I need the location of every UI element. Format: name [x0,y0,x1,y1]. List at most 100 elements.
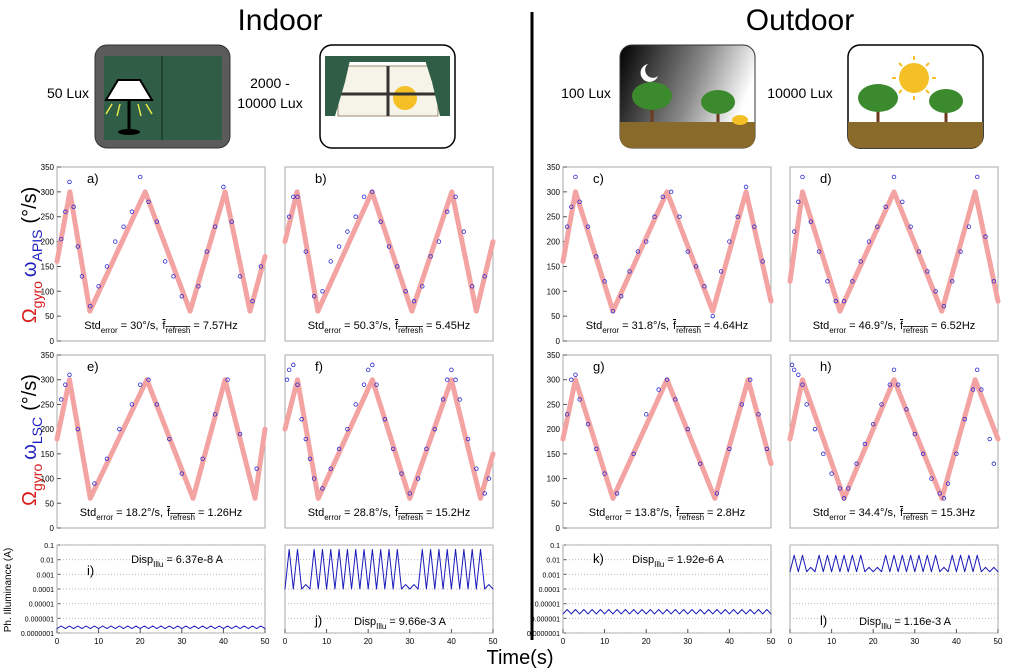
y-tick-label: 350 [547,163,561,172]
annotation-part: Disp [632,554,654,566]
y-tick-label: 350 [41,351,55,360]
data-line [560,189,774,314]
data-point [58,236,64,242]
x-axis-label: Time(s) [486,647,553,669]
data-point [67,372,72,377]
data-point [436,239,442,244]
data-point [382,417,388,422]
data-point [789,362,795,368]
data-point [328,466,333,471]
x-tick-label: 50 [767,637,776,646]
data-point [221,184,226,190]
data-point [585,422,591,427]
annotation-part: Std [308,507,325,519]
data-point [764,446,770,452]
panel-label: l) [820,613,827,628]
data-point [702,284,707,289]
annotation-part: = 7.57Hz [193,320,237,332]
annotation-part: Disp [859,616,881,628]
annotation-part: = 30°/s, [121,320,159,332]
annotation-part: f [167,507,171,519]
y-axis-label: Ph. Illuminance (A) [3,548,14,632]
data-point [816,249,822,254]
data-point [428,254,433,259]
annotation-part: error [324,513,341,522]
x-tick-label: 20 [869,637,878,646]
x-tick-label: 30 [910,637,919,646]
data-point [756,412,761,417]
data-point [954,451,959,457]
data-line [284,548,494,590]
data-point [67,179,72,185]
annotation-part: = 6.37e-8 A [166,554,223,566]
data-line [282,189,496,314]
label-part: LSC [29,417,45,444]
x-tick-label: 20 [136,637,145,646]
annotation-part: Std [813,320,830,332]
data-point [573,372,578,377]
data-point [378,219,383,224]
annotation-part: Std [589,507,606,519]
data-point [179,294,184,299]
annotation-part: error [101,326,118,335]
y-tick-label: 300 [41,188,55,197]
y-tick-label: 300 [41,376,55,385]
y-tick-label: 50 [551,499,560,508]
y-tick-label: 0 [556,337,561,346]
annotation: DispIllu = 9.66e-3 A [354,616,446,631]
data-point [63,209,68,214]
x-tick-label: 20 [364,637,373,646]
plot-frame [284,166,494,342]
data-point [979,387,984,392]
data-point [403,289,408,294]
data-point [167,436,172,442]
annotation-part: f [162,320,166,332]
x-tick-label: 0 [788,637,793,646]
data-point [303,249,308,254]
annotation-part: Std [813,507,830,519]
data-point [92,481,97,486]
annotation-part: Std [308,320,325,332]
data-point [453,377,458,382]
data-point [564,412,570,417]
data-point [841,496,847,501]
data-point [664,377,670,382]
data-point [698,461,703,466]
data-point [891,367,897,373]
data-point [390,446,396,452]
data-point [465,436,471,442]
data-point [370,189,375,195]
data-point [286,214,292,219]
data-point [75,244,80,249]
data-point [760,259,765,264]
y-tick-label: 250 [547,400,561,409]
data-point [821,451,826,457]
x-tick-label: 10 [600,637,609,646]
y-tick-label: 0.00001 [29,602,54,609]
data-point [800,382,805,387]
data-point [361,194,367,200]
icon-day [847,44,984,149]
y-tick-label: 350 [547,351,561,360]
data-point [871,422,876,427]
panel-label: c) [593,171,604,186]
data-line [54,377,268,501]
data-point [461,229,467,234]
data-point [71,204,76,209]
data-point [966,224,972,229]
annotation: Stderror = 28.8°/s, frefresh = 15.2Hz [308,507,471,522]
y-tick-label: 0.000001 [531,616,560,623]
data-point [660,194,666,200]
lux-label: 10000 Lux [767,85,832,101]
y-tick-label: 250 [547,213,561,222]
data-point [445,377,450,382]
y-tick-label: 0.1 [44,543,54,550]
data-point [916,249,922,254]
x-tick-label: 30 [405,637,414,646]
data-point [470,284,475,289]
annotation-part: refresh [398,326,423,335]
panel-label: f) [315,359,323,374]
annotation-part: = 13.8°/s, [625,507,672,519]
data-point [846,486,851,491]
annotation-part: = 9.66e-3 A [389,616,446,628]
